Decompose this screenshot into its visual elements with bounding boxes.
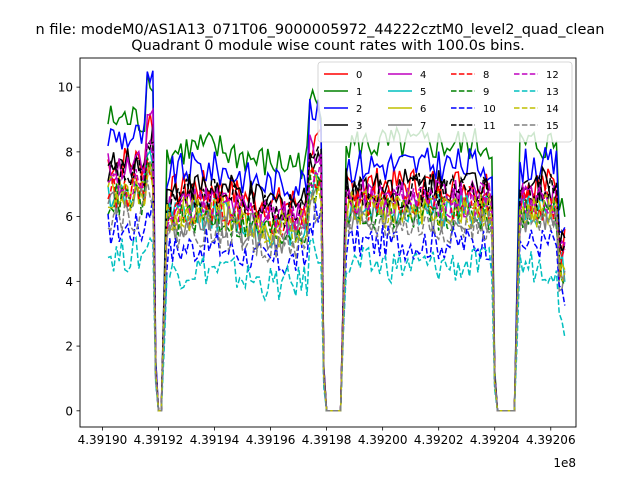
- legend-label-1: 1: [356, 87, 362, 98]
- legend-label-11: 11: [483, 121, 496, 132]
- series-layer: [107, 70, 566, 412]
- x-tick-label: 4.39200: [358, 433, 408, 447]
- x-tick-label: 4.39204: [470, 433, 520, 447]
- legend-label-13: 13: [546, 87, 559, 98]
- x-tick-label: 4.39196: [246, 433, 296, 447]
- y-axis: 0 2 4 6 8 10: [58, 81, 80, 418]
- legend-label-7: 7: [420, 121, 426, 132]
- legend-label-14: 14: [546, 104, 559, 115]
- x-tick-label: 4.39194: [190, 433, 240, 447]
- plot-frame: [79, 57, 577, 428]
- chart-suptitle: n file: modeM0/AS1A13_071T06_9000005972_…: [36, 22, 605, 38]
- chart-title: Quadrant 0 module wise count rates with …: [131, 38, 525, 54]
- series-line-9: [107, 157, 566, 412]
- y-tick-label: 6: [65, 210, 73, 224]
- legend-label-9: 9: [483, 87, 489, 98]
- legend-label-6: 6: [420, 104, 426, 115]
- y-tick-label: 10: [58, 81, 73, 95]
- legend-label-0: 0: [356, 70, 362, 81]
- legend-label-15: 15: [546, 121, 559, 132]
- legend-label-3: 3: [356, 121, 362, 132]
- series-line-14: [107, 164, 566, 412]
- x-tick-label: 4.39202: [414, 433, 464, 447]
- x-tick-label: 4.39192: [134, 433, 184, 447]
- x-axis: 4.39190 4.39192 4.39194 4.39196 4.39198 4.392…: [78, 427, 576, 447]
- legend-label-8: 8: [483, 70, 489, 81]
- y-tick-label: 0: [65, 404, 73, 418]
- x-tick-label: 4.39190: [78, 433, 128, 447]
- legend-box: [317, 61, 573, 143]
- y-tick-label: 8: [65, 145, 73, 159]
- x-tick-label: 4.39206: [526, 433, 576, 447]
- legend-label-2: 2: [356, 104, 362, 115]
- legend-label-5: 5: [420, 87, 426, 98]
- legend-label-4: 4: [420, 70, 426, 81]
- x-offset-label: 1e8: [553, 456, 576, 470]
- series-line-15: [107, 179, 566, 412]
- legend-label-12: 12: [546, 70, 559, 81]
- y-tick-label: 2: [65, 340, 73, 354]
- x-tick-label: 4.39198: [302, 433, 352, 447]
- y-tick-label: 4: [65, 275, 73, 289]
- legend-label-10: 10: [483, 104, 496, 115]
